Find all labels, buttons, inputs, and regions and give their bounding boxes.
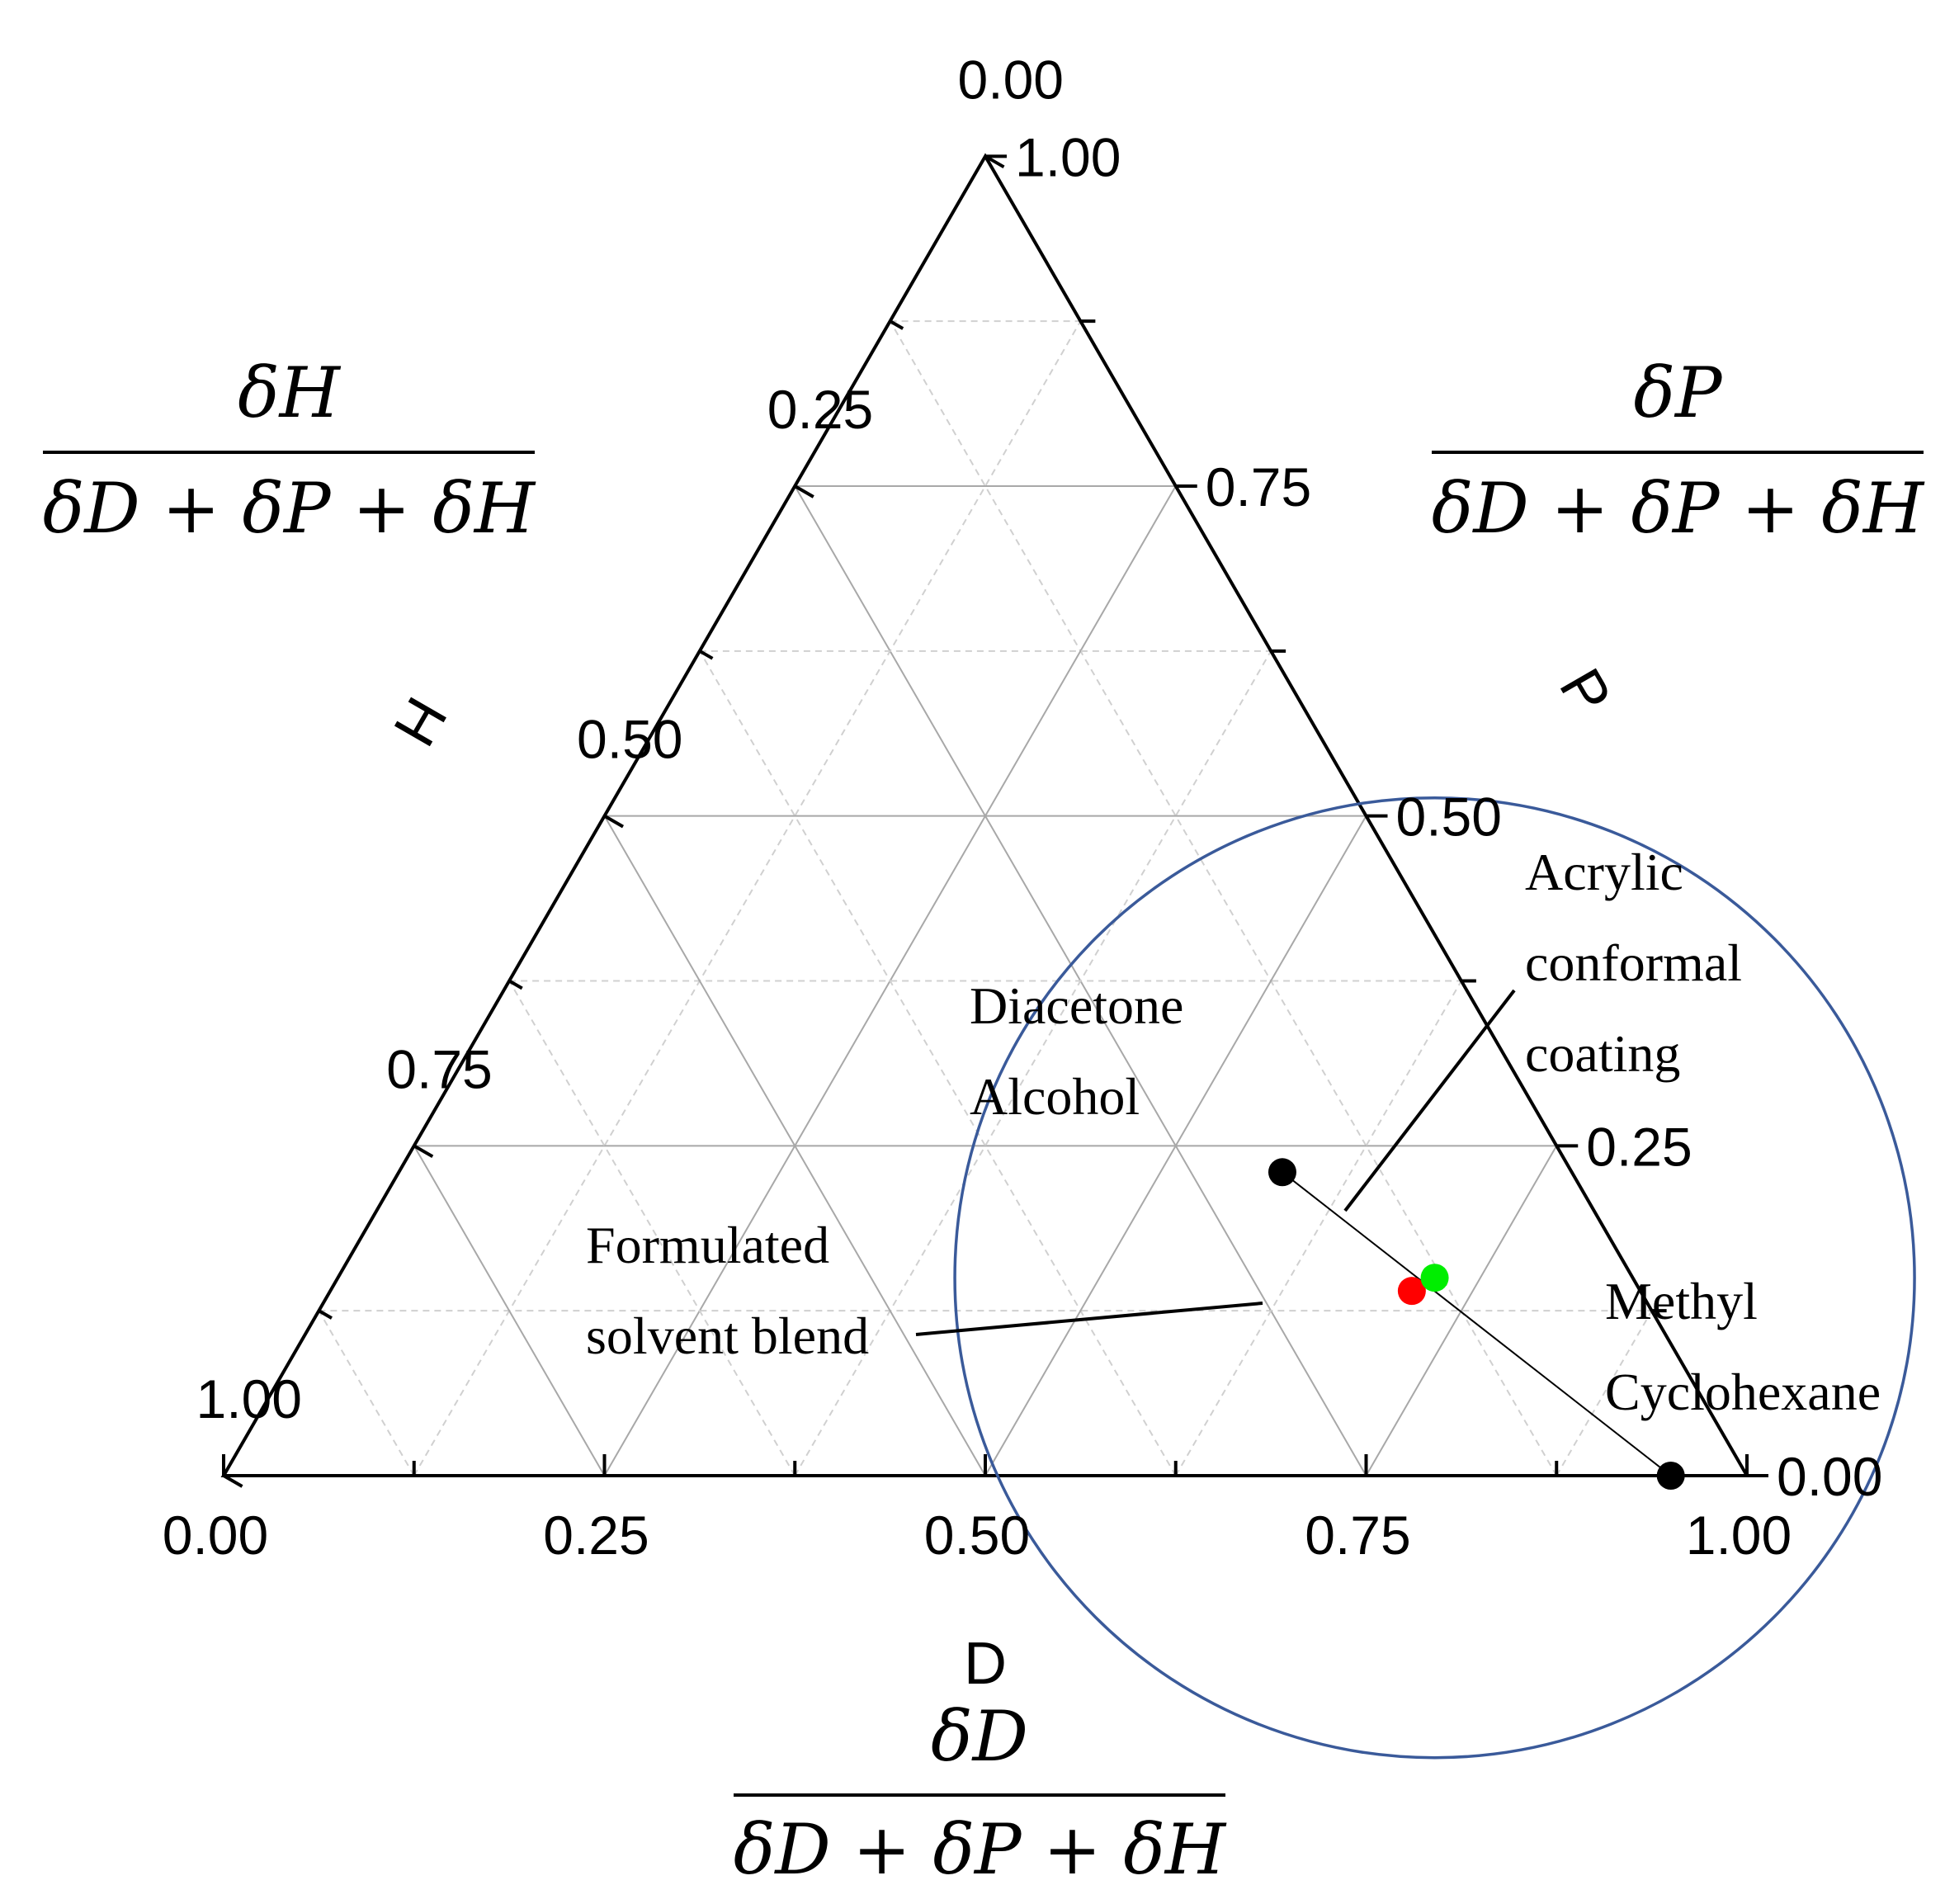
- bottom-fraction-denominator: δD + δP + δH: [734, 1809, 1227, 1890]
- right-tick-label: 0.75: [1206, 456, 1311, 517]
- bottom-tick-label: 0.50: [924, 1505, 1030, 1566]
- point-methyl-cyclohexane: [1656, 1462, 1685, 1490]
- label-diacetone-alcohol: Alcohol: [970, 1067, 1140, 1126]
- labels: 0.00 0.25 0.50 0.75 1.000.000.250.500.751.00…: [43, 49, 1925, 1890]
- bottom-axis-name: D: [964, 1631, 1007, 1697]
- label-formulated-solvent-blend: solvent blend: [586, 1306, 869, 1365]
- right-fraction-denominator: δD + δP + δH: [1432, 468, 1925, 549]
- grid-line: [318, 1310, 415, 1476]
- point-formulated-solvent-blend: [1397, 1277, 1426, 1306]
- leader-formulated-solvent-blend: [915, 1302, 1263, 1336]
- right-tick-label: 0.00: [1777, 1446, 1882, 1507]
- grid-line: [699, 650, 1177, 1476]
- bottom-tick-label: 0.75: [1305, 1505, 1410, 1566]
- bottom-tick-label: 1.00: [1686, 1505, 1792, 1566]
- grid-line: [1174, 980, 1462, 1476]
- right-tick-label: 1.00: [1015, 126, 1121, 187]
- grid-line: [984, 815, 1367, 1476]
- left-axis-tick: [794, 484, 814, 498]
- left-tick-label: 0.25: [767, 379, 873, 440]
- bottom-tick-label: 0.25: [543, 1505, 649, 1566]
- left-axis-tick: [413, 1144, 434, 1159]
- label-formulated-solvent-blend: Formulated: [586, 1216, 829, 1274]
- left-axis-tick: [889, 319, 904, 330]
- left-axis-tick: [223, 1474, 243, 1488]
- label-methyl-cyclohexane: Cyclohexane: [1605, 1363, 1881, 1421]
- grid-line: [1365, 1145, 1558, 1476]
- ticks: [222, 154, 1768, 1488]
- left-axis-name: H: [380, 686, 459, 756]
- left-tick-label: 0.00: [958, 49, 1064, 110]
- right-fraction-numerator: δP: [1633, 352, 1723, 433]
- label-acrylic-conformal-coating: Acrylic: [1525, 843, 1683, 901]
- data-layer: [953, 796, 1916, 1760]
- left-axis-tick: [508, 979, 523, 990]
- left-tick-label: 0.50: [577, 709, 682, 770]
- label-acrylic-conformal-coating: conformal: [1525, 933, 1742, 992]
- left-tick-label: 0.75: [386, 1038, 492, 1099]
- left-fraction-numerator: δH: [238, 352, 342, 433]
- grid-line: [1556, 1310, 1653, 1476]
- left-axis-tick: [984, 154, 1005, 169]
- right-axis-name: P: [1546, 658, 1623, 725]
- point-diacetone-alcohol: [1268, 1158, 1296, 1187]
- left-fraction-denominator: δD + δP + δH: [43, 468, 536, 549]
- left-axis-tick: [318, 1309, 333, 1320]
- bottom-tick-label: 0.00: [163, 1505, 268, 1566]
- label-acrylic-conformal-coating: coating: [1525, 1024, 1680, 1083]
- grid-line: [413, 1145, 606, 1476]
- leader-acrylic-conformal-coating: [1343, 989, 1516, 1212]
- left-axis-tick: [698, 650, 714, 660]
- label-diacetone-alcohol: Diacetone: [970, 976, 1183, 1035]
- solubility-sphere-circle: [953, 796, 1916, 1760]
- grid: [318, 320, 1653, 1476]
- left-axis-tick: [603, 814, 625, 829]
- point-acrylic-conformal-coating: [1420, 1264, 1449, 1292]
- right-tick-label: 0.50: [1396, 787, 1502, 848]
- right-tick-label: 0.25: [1586, 1116, 1692, 1177]
- bottom-fraction-numerator: δD: [931, 1696, 1028, 1777]
- grid-line: [794, 650, 1272, 1476]
- grid-line: [508, 980, 796, 1476]
- left-tick-label: 1.00: [196, 1368, 302, 1429]
- grid-line: [603, 815, 986, 1476]
- mixing-line: [1282, 1171, 1672, 1476]
- label-methyl-cyclohexane: Methyl: [1605, 1272, 1758, 1330]
- grid-line: [413, 320, 1082, 1476]
